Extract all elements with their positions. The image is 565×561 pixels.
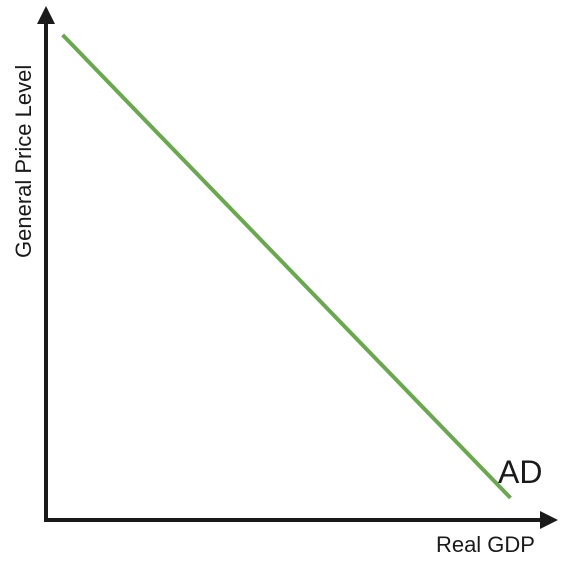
y-axis-label: General Price Level: [11, 65, 36, 258]
series-line-ad: [61, 33, 512, 500]
series-label-ad: AD: [498, 454, 542, 490]
x-axis-label: Real GDP: [436, 532, 535, 557]
y-axis-arrow: [37, 6, 55, 24]
x-axis-arrow: [540, 511, 558, 529]
